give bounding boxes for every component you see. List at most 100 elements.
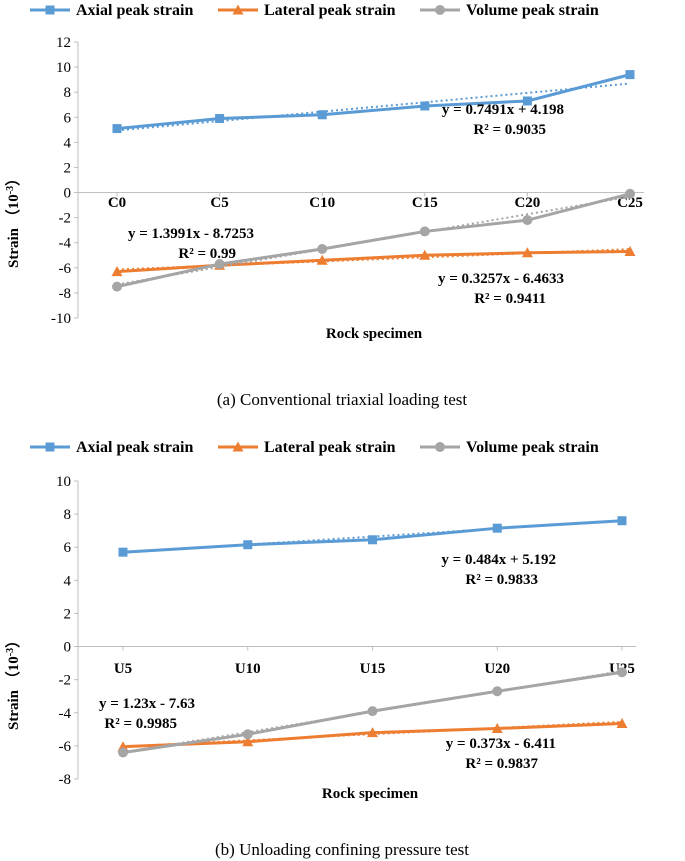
legend-marker xyxy=(232,441,244,452)
x-tick-label: U10 xyxy=(235,661,261,677)
data-point xyxy=(521,247,533,258)
data-point xyxy=(367,727,378,738)
series-volume-peak-strain: y = 1.23x - 7.63 R² = 0.9985 xyxy=(99,667,627,758)
trend-equation: y = 1.3991x - 8.7253 xyxy=(128,226,254,242)
trend-equation: y = 0.3257x - 6.4633 xyxy=(438,271,564,287)
y-tick-label: -8 xyxy=(59,772,72,788)
data-point xyxy=(492,686,503,697)
trend-r2: R² = 0.9833 xyxy=(465,572,538,588)
data-point xyxy=(522,96,532,106)
data-point xyxy=(624,246,636,257)
y-tick-label: 0 xyxy=(64,640,72,656)
x-axis-title: Rock specimen xyxy=(322,786,419,802)
y-tick-label: 0 xyxy=(64,186,72,202)
x-axis-title: Rock specimen xyxy=(326,326,423,342)
x-tick-label: C10 xyxy=(309,195,335,211)
x-tick-label: C5 xyxy=(210,195,228,211)
trend-r2: R² = 0.9411 xyxy=(474,291,546,307)
caption: (a) Conventional triaxial loading test xyxy=(217,390,467,409)
data-point xyxy=(118,747,128,758)
series-volume-peak-strain: y = 1.3991x - 8.7253 R² = 0.99 xyxy=(112,188,635,292)
legend-marker xyxy=(232,4,244,15)
series-axial-peak-strain: y = 0.7491x + 4.198 R² = 0.9035 xyxy=(112,70,635,138)
trend-r2: R² = 0.99 xyxy=(178,246,236,262)
trend-equation: y = 1.23x - 7.63 xyxy=(99,696,195,712)
data-point xyxy=(616,718,628,729)
trend-equation: y = 0.7491x + 4.198 xyxy=(442,102,564,118)
data-point xyxy=(419,226,430,237)
data-point xyxy=(111,266,123,277)
y-axis-title: Strain （10-3） xyxy=(4,633,22,730)
series-lateral-peak-strain: y = 0.373x - 6.411 R² = 0.9837 xyxy=(117,718,628,772)
y-axis-title: Strain （10-3） xyxy=(4,171,22,268)
y-tick-label: 2 xyxy=(64,606,72,622)
data-point xyxy=(491,723,503,734)
trend-r2: R² = 0.9985 xyxy=(104,716,177,732)
data-point xyxy=(242,736,254,747)
data-point xyxy=(317,244,328,254)
y-tick-label: 4 xyxy=(64,573,72,589)
data-point xyxy=(215,114,225,124)
series-line xyxy=(116,192,631,289)
legend-label: Lateral peak strain xyxy=(264,2,396,19)
data-point xyxy=(316,254,328,265)
chart-b: Axial peak strain Lateral peak strain Volu… xyxy=(4,439,636,859)
y-tick-label: -4 xyxy=(59,236,72,252)
legend-marker xyxy=(45,442,55,452)
y-tick-label: -4 xyxy=(59,706,72,722)
y-tick-label: -6 xyxy=(59,739,72,755)
legend-label: Lateral peak strain xyxy=(264,439,396,456)
data-point xyxy=(367,706,378,717)
y-tick-label: 12 xyxy=(56,35,71,51)
y-tick-label: 6 xyxy=(64,540,72,556)
x-tick-label: C15 xyxy=(412,195,438,211)
legend-label: Axial peak strain xyxy=(76,2,193,19)
y-tick-label: 8 xyxy=(64,507,72,523)
data-point xyxy=(522,215,533,226)
data-point xyxy=(617,516,627,526)
legend-marker xyxy=(435,5,445,15)
y-tick-label: -2 xyxy=(59,673,72,689)
data-point xyxy=(420,101,430,111)
data-point xyxy=(118,547,128,557)
y-tick-label: 6 xyxy=(64,110,72,126)
y-tick-label: 8 xyxy=(64,85,72,101)
y-tick-label: -10 xyxy=(51,311,71,327)
caption: (b) Unloading confining pressure test xyxy=(215,840,469,859)
legend-label: Axial peak strain xyxy=(76,439,193,456)
data-point xyxy=(625,70,635,80)
series-axial-peak-strain: y = 0.484x + 5.192 R² = 0.9833 xyxy=(118,516,627,588)
series-line xyxy=(116,73,631,131)
trend-equation: y = 0.373x - 6.411 xyxy=(446,736,556,752)
data-point xyxy=(492,523,502,533)
data-point xyxy=(242,729,253,740)
y-tick-label: -2 xyxy=(59,211,72,227)
legend-label: Volume peak strain xyxy=(466,2,599,19)
data-point xyxy=(214,259,225,270)
data-point xyxy=(317,110,327,120)
data-point xyxy=(112,124,122,134)
data-point xyxy=(243,540,253,550)
y-tick-label: 4 xyxy=(64,135,72,151)
y-tick-label: -6 xyxy=(59,261,72,277)
y-tick-label: -8 xyxy=(59,286,72,302)
legend-marker xyxy=(45,5,55,15)
data-point xyxy=(419,249,431,260)
x-tick-label: C20 xyxy=(514,195,540,211)
trend-r2: R² = 0.9837 xyxy=(465,756,538,772)
x-tick-label: C0 xyxy=(108,195,126,211)
trend-r2: R² = 0.9035 xyxy=(473,122,546,138)
x-tick-label: U15 xyxy=(360,661,386,677)
data-point xyxy=(625,188,635,199)
trendline xyxy=(116,82,631,132)
x-tick-label: C25 xyxy=(617,195,643,211)
chart-a: Axial peak strain Lateral peak strain Volu… xyxy=(4,2,644,409)
x-tick-label: U20 xyxy=(484,661,510,677)
data-point xyxy=(368,535,377,545)
data-point xyxy=(617,667,627,678)
legend-marker xyxy=(435,442,445,452)
y-tick-label: 2 xyxy=(64,160,72,176)
x-tick-label: U5 xyxy=(114,661,132,677)
y-tick-label: 10 xyxy=(56,60,71,76)
